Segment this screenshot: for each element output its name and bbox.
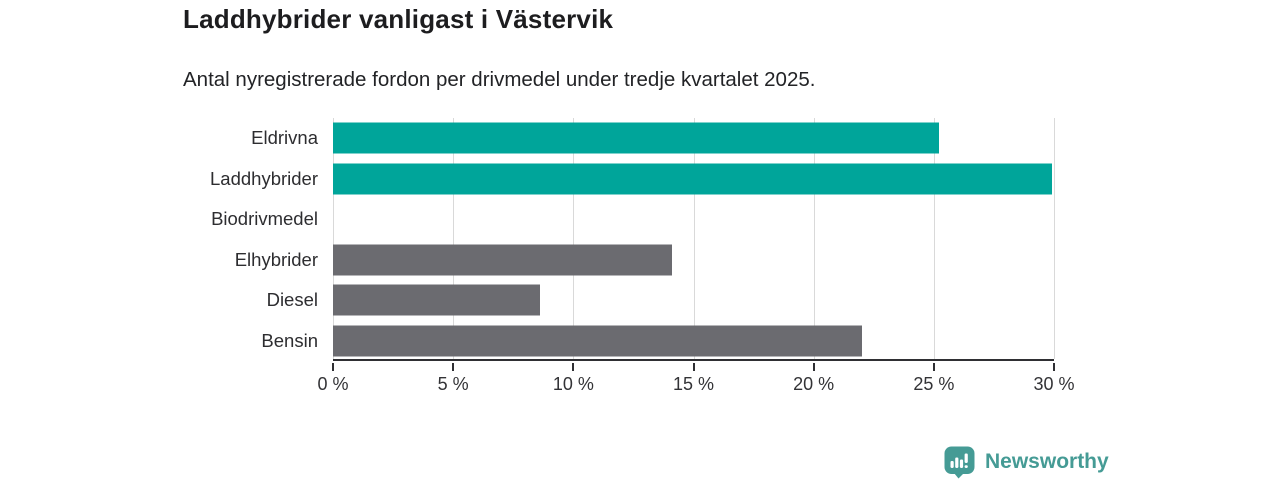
x-tick-mark <box>332 363 334 371</box>
y-axis-label-biodrivmedel: Biodrivmedel <box>211 208 318 230</box>
x-tick-label: 15 % <box>672 374 715 394</box>
bar-row <box>333 280 1054 321</box>
bar-laddhybrider <box>333 163 1052 195</box>
bar-row <box>333 321 1054 362</box>
bar-elhybrider <box>333 244 672 276</box>
x-tick-mark <box>1053 363 1055 371</box>
x-tick-mark <box>692 363 695 371</box>
x-axis: 0 % 5 % 10 % 15 % 20 % 25 % 30 % <box>317 363 1075 403</box>
bar-row <box>333 199 1054 240</box>
bar-eldrivna <box>333 122 939 154</box>
brand-footer: Newsworthy <box>943 445 1109 479</box>
x-tick-label: 5 % <box>437 374 469 394</box>
y-axis-labels: Eldrivna Laddhybrider Biodrivmedel Elhybrid… <box>0 118 318 361</box>
bar-diesel <box>333 284 540 316</box>
chart-title: Laddhybrider vanligast i Västervik <box>183 4 614 34</box>
x-tick-label: 0 % <box>317 374 349 394</box>
bar-bensin <box>333 325 862 357</box>
bar-row <box>333 240 1054 281</box>
y-axis-label-laddhybrider: Laddhybrider <box>210 167 318 189</box>
gridline <box>573 118 575 359</box>
gridline <box>693 118 695 359</box>
x-tick-mark <box>932 363 935 371</box>
x-tick-mark <box>572 363 575 371</box>
x-tick-label: 20 % <box>793 374 835 394</box>
x-tick-label: 25 % <box>913 374 955 394</box>
plot-area <box>333 118 1055 362</box>
gridline <box>813 118 815 359</box>
x-tick-label: 10 % <box>552 374 594 394</box>
x-tick-mark <box>452 363 455 371</box>
brand-name: Newsworthy <box>985 450 1109 473</box>
chart-subtitle: Antal nyregistrerade fordon per drivmede… <box>183 68 816 91</box>
gridline <box>333 118 334 359</box>
y-axis-label-elhybrider: Elhybrider <box>234 248 318 270</box>
x-tick-label: 30 % <box>1033 374 1075 394</box>
gridline <box>453 118 455 359</box>
newsworthy-chart-badge-icon <box>944 446 975 479</box>
y-axis-label-bensin: Bensin <box>261 329 318 351</box>
y-axis-label-diesel: Diesel <box>266 289 318 311</box>
bar-row <box>333 159 1054 200</box>
x-tick-mark <box>812 363 815 371</box>
y-axis-label-eldrivna: Eldrivna <box>251 127 318 149</box>
gridline <box>933 118 935 359</box>
bar-row <box>333 118 1054 159</box>
gridline <box>1054 118 1055 359</box>
